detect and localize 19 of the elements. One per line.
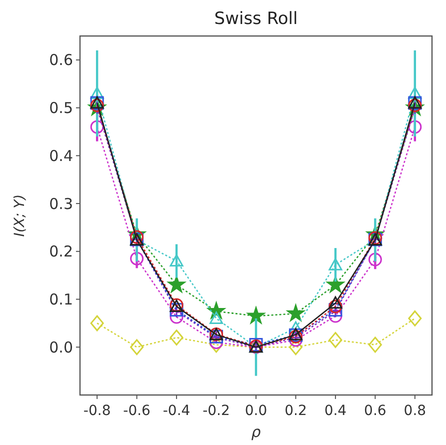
x-tick-label: -0.8 — [83, 403, 111, 419]
x-tick-label: 0.8 — [404, 403, 426, 419]
x-tick-label: -0.6 — [123, 403, 151, 419]
x-tick-label: 0.2 — [284, 403, 307, 419]
y-tick-label: 0.5 — [49, 99, 73, 118]
y-tick-label: 0.6 — [49, 51, 73, 70]
x-tick-label: 0.6 — [364, 403, 386, 419]
y-tick-label: 0.0 — [49, 338, 73, 356]
x-axis-title: ρ — [251, 423, 262, 441]
y-axis-title: I(X; Y) — [12, 194, 28, 237]
x-tick-label: -0.4 — [162, 403, 190, 419]
x-tick-label: 0.4 — [324, 403, 347, 419]
x-tick-label: -0.2 — [202, 403, 230, 419]
y-tick-label: 0.4 — [49, 146, 73, 165]
y-tick-label: 0.3 — [49, 194, 73, 213]
y-tick-label: 0.2 — [49, 242, 73, 261]
y-tick-label: 0.1 — [49, 290, 73, 309]
chart-title: Swiss Roll — [214, 9, 298, 29]
x-tick-label: 0.0 — [244, 403, 268, 419]
